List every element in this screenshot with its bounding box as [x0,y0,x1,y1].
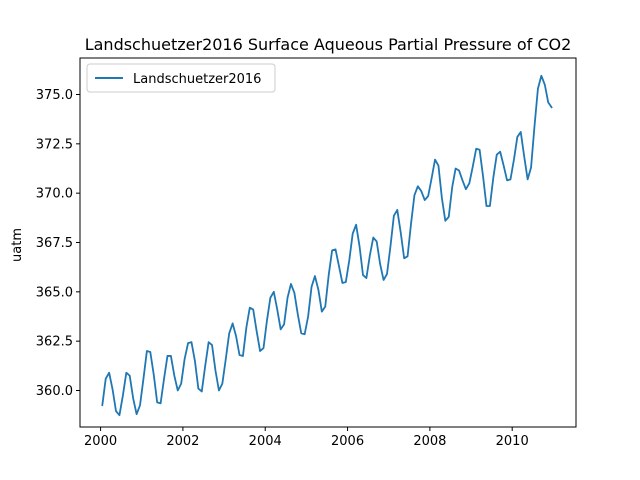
legend: Landschuetzer2016 [86,63,276,93]
chart-title: Landschuetzer2016 Surface Aqueous Partia… [85,35,572,54]
x-tick-label: 2008 [413,434,446,449]
legend-box [86,63,276,93]
y-axis: 360.0 362.5 365.0 367.5 370.0 372.5 375.0 [36,88,80,399]
series-line-landschuetzer2016 [101,74,553,417]
y-tick-label: 375.0 [36,88,73,103]
x-tick-label: 2010 [496,434,529,449]
plot-frame [79,57,577,428]
y-tick-label: 367.5 [36,236,73,251]
y-tick-label: 360.0 [36,384,73,399]
x-tick-label: 2006 [331,434,364,449]
x-axis: 2000 2002 2004 2006 2008 2010 [84,427,529,449]
y-tick-label: 370.0 [36,187,73,202]
series-group [101,74,553,417]
y-axis-label: uatm [10,228,25,262]
x-tick-label: 2004 [249,434,282,449]
legend-entry-label: Landschuetzer2016 [133,72,261,87]
y-tick-label: 362.5 [36,335,73,350]
y-tick-label: 365.0 [36,285,73,300]
y-tick-label: 372.5 [36,137,73,152]
x-tick-label: 2002 [166,434,199,449]
x-tick-label: 2000 [84,434,117,449]
